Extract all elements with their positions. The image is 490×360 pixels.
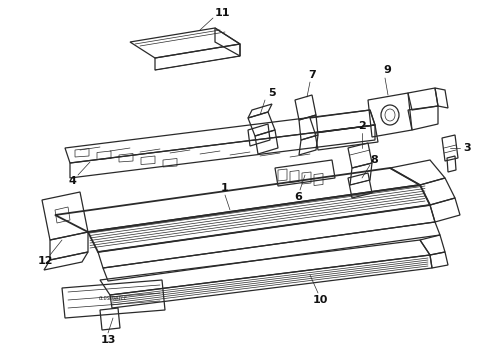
Text: 9: 9 xyxy=(383,65,391,75)
Text: 13: 13 xyxy=(100,335,116,345)
Text: 11: 11 xyxy=(214,8,230,18)
Text: 6: 6 xyxy=(294,192,302,202)
Text: 7: 7 xyxy=(308,70,316,80)
Text: OLDSMOBILE: OLDSMOBILE xyxy=(98,297,127,302)
Text: 12: 12 xyxy=(37,256,53,266)
Text: 3: 3 xyxy=(463,143,471,153)
Text: 2: 2 xyxy=(358,121,366,131)
Text: 8: 8 xyxy=(370,155,378,165)
Text: 4: 4 xyxy=(68,176,76,186)
Text: 10: 10 xyxy=(312,295,328,305)
Text: 1: 1 xyxy=(221,183,229,193)
Text: 5: 5 xyxy=(268,88,276,98)
